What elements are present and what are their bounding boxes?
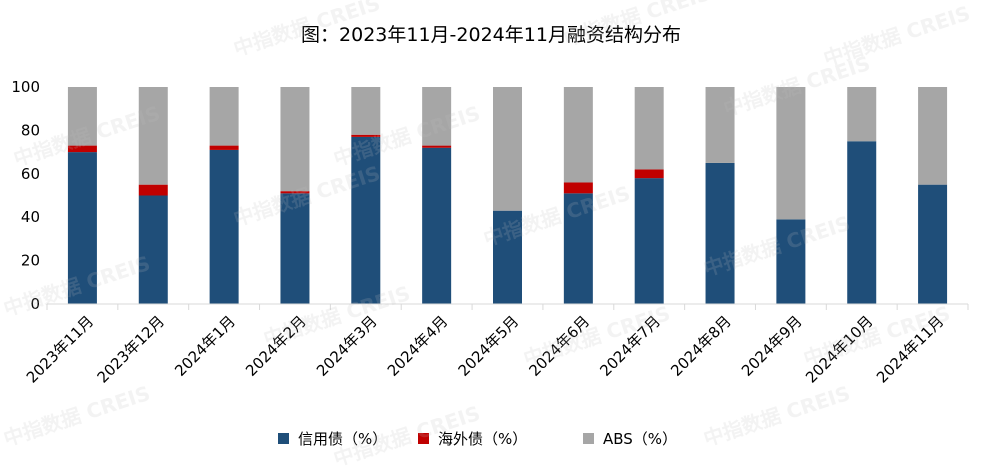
- bar-segment-overseas: [351, 134, 381, 137]
- bar-segment-credit: [563, 193, 593, 304]
- bar-segment-abs: [493, 87, 522, 211]
- y-tick-label: 40: [21, 208, 40, 226]
- bar-segment-overseas: [209, 145, 239, 150]
- legend-swatch-overseas: [418, 433, 429, 444]
- x-tick-label: 2024年7月: [596, 312, 664, 380]
- bar-segment-credit: [634, 178, 664, 304]
- x-tick-label: 2024年3月: [313, 312, 381, 380]
- bar-segment-credit: [422, 147, 452, 304]
- y-tick-label: 80: [21, 121, 40, 139]
- y-tick-label: 20: [21, 252, 40, 270]
- bar-segment-abs: [351, 87, 381, 135]
- bar-segment-abs: [422, 87, 452, 146]
- bar-segment-overseas: [280, 191, 310, 194]
- x-tick-label: 2024年5月: [455, 312, 523, 380]
- x-tick-label: 2023年12月: [94, 312, 168, 386]
- bar-segment-credit: [351, 136, 381, 304]
- bar-segment-abs: [705, 87, 735, 163]
- x-tick-label: 2024年11月: [873, 312, 947, 386]
- bar-segment-credit: [705, 162, 735, 304]
- x-tick-label: 2024年4月: [384, 312, 452, 380]
- bar-segment-abs: [67, 87, 97, 146]
- legend-label-overseas: 海外债（%）: [438, 430, 528, 448]
- y-tick-label: 60: [21, 165, 40, 183]
- x-tick-label: 2024年8月: [667, 312, 735, 380]
- bar-segment-credit: [918, 184, 948, 304]
- bar-segment-credit: [138, 195, 168, 304]
- bar-segment-credit: [209, 149, 239, 304]
- legend-item-credit: 信用债（%）: [278, 428, 387, 449]
- legend-swatch-credit: [278, 433, 289, 444]
- legend: 信用债（%） 海外债（%） ABS（%）: [0, 428, 982, 450]
- legend-item-overseas: 海外债（%）: [418, 428, 527, 449]
- chart-title: 图：2023年11月-2024年11月融资结构分布: [301, 24, 681, 46]
- x-tick-label: 2024年6月: [525, 312, 593, 380]
- bar-segment-credit: [847, 141, 877, 304]
- x-tick-label: 2024年2月: [242, 312, 310, 380]
- legend-label-abs: ABS（%）: [603, 430, 678, 448]
- bar-segment-overseas: [563, 182, 593, 194]
- bar-segment-credit: [493, 210, 522, 304]
- bar-segment-abs: [209, 87, 239, 146]
- bar-segment-abs: [776, 87, 806, 220]
- bar-segment-credit: [67, 152, 97, 304]
- bar-segment-credit: [776, 219, 806, 304]
- bar-segment-abs: [918, 87, 948, 185]
- bar-segment-abs: [634, 87, 664, 170]
- bar-segment-overseas: [422, 145, 452, 148]
- bar-segment-overseas: [634, 169, 664, 179]
- y-tick-label: 0: [30, 295, 40, 313]
- legend-swatch-abs: [583, 433, 594, 444]
- bar-segment-overseas: [67, 145, 97, 153]
- x-tick-label: 2024年10月: [802, 312, 876, 386]
- legend-label-credit: 信用债（%）: [298, 430, 388, 448]
- x-tick-label: 2023年11月: [23, 312, 97, 386]
- bar-segment-abs: [847, 87, 877, 142]
- x-tick-label: 2024年1月: [171, 312, 239, 380]
- legend-item-abs: ABS（%）: [583, 428, 677, 449]
- bar-segment-abs: [138, 87, 168, 185]
- bar-segment-credit: [280, 193, 310, 304]
- bar-segment-overseas: [138, 184, 168, 196]
- bar-segment-abs: [563, 87, 593, 183]
- x-tick-label: 2024年9月: [738, 312, 806, 380]
- bar-segment-abs: [280, 87, 310, 192]
- y-tick-label: 100: [11, 78, 40, 96]
